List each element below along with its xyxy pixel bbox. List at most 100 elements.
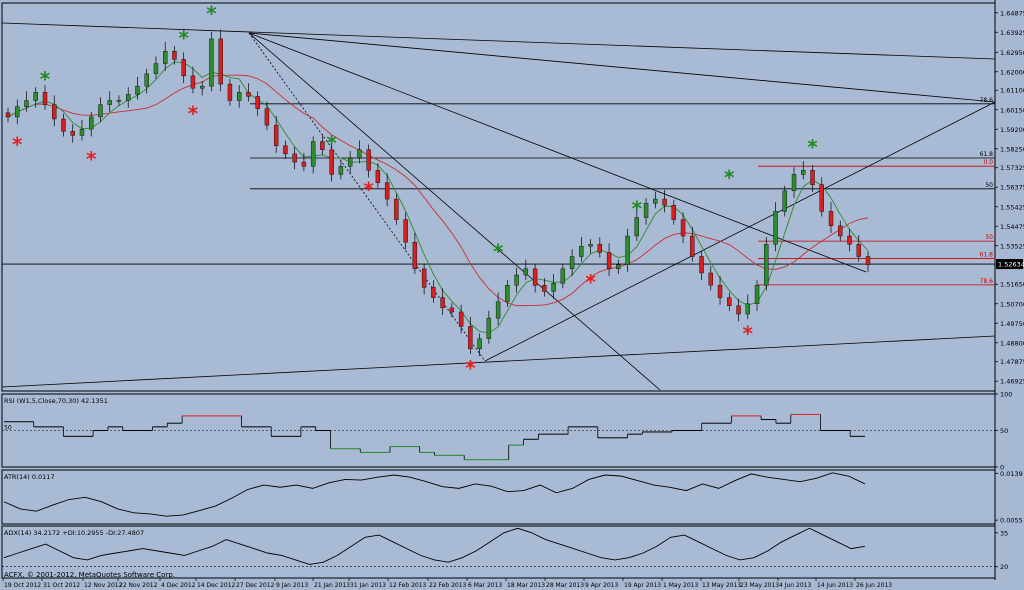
candle-body — [477, 338, 482, 350]
candle-body — [366, 149, 371, 171]
swing-high-marker: * — [178, 26, 189, 50]
candle-body — [745, 303, 750, 315]
candle-body — [671, 205, 677, 220]
candle — [246, 83, 251, 102]
candle — [227, 78, 233, 106]
candle-body — [727, 297, 732, 307]
time-tick-label: 27 Dec 2012 — [236, 582, 275, 589]
candle-body — [135, 85, 140, 95]
candle — [505, 280, 510, 307]
price-tick-label: 1.63925 — [1000, 29, 1024, 37]
candle — [218, 29, 223, 92]
indicator-line — [3, 472, 866, 517]
candle — [819, 177, 824, 217]
fast-moving-average — [7, 61, 869, 334]
candle — [671, 200, 677, 225]
candle — [116, 95, 122, 106]
fib-label: 78.6 — [980, 97, 994, 104]
trend-line — [1, 22, 996, 60]
candle — [310, 136, 316, 174]
indicator-tick-label: 0.0055 — [1000, 517, 1023, 525]
candle-body — [264, 108, 270, 126]
candle-body — [449, 307, 455, 313]
candle — [532, 263, 538, 293]
candle-body — [70, 131, 75, 136]
indicator-tick-label: 20 — [1000, 563, 1008, 571]
candle — [468, 317, 473, 355]
time-tick-label: 14 Jun 2013 — [817, 582, 853, 589]
candle — [773, 202, 778, 252]
candle — [153, 56, 159, 79]
fib-label: 61.8 — [980, 252, 994, 259]
candle — [24, 91, 29, 112]
time-tick-label: 9 Jan 2013 — [276, 582, 308, 589]
indicator-tick-label: 50 — [1000, 427, 1008, 435]
candle — [144, 68, 149, 94]
time-tick-label: 9 Apr 2013 — [585, 582, 618, 589]
candle — [52, 95, 57, 127]
candle — [791, 167, 797, 199]
candle-body — [505, 285, 510, 302]
candle — [384, 173, 390, 207]
trend-line — [1, 335, 996, 388]
candle — [301, 152, 307, 172]
candle — [754, 280, 760, 311]
candle — [560, 263, 566, 289]
time-tick-label: 19 Apr 2013 — [624, 582, 661, 589]
candle — [606, 243, 612, 277]
price-tick-label: 1.57325 — [1000, 164, 1024, 172]
candle-body — [865, 256, 871, 265]
candle — [653, 191, 658, 209]
indicator-tick-label: 0.0139 — [1000, 470, 1023, 478]
candle — [690, 226, 695, 262]
candle — [190, 66, 196, 94]
time-tick-label: 31 Jan 2013 — [350, 582, 386, 589]
indicator-label: ADX(14) 34.2172 +DI:10.2955 -DI:27.4807 — [4, 529, 144, 537]
candle — [579, 237, 584, 262]
candle — [514, 267, 519, 293]
candle-body — [616, 264, 621, 270]
candle-body — [98, 104, 103, 118]
candle — [255, 91, 260, 116]
candle — [662, 189, 667, 213]
candle-body — [773, 211, 778, 245]
price-tick-label: 1.55425 — [1000, 203, 1024, 211]
candle — [431, 280, 436, 303]
candle-body — [283, 145, 288, 155]
price-tick-label: 1.49750 — [1000, 320, 1024, 328]
time-tick-label: 26 Jun 2013 — [856, 582, 892, 589]
candle-body — [144, 73, 149, 87]
time-tick-label: 4 Jun 2013 — [779, 582, 811, 589]
swing-low-marker: * — [363, 178, 374, 202]
candle-body — [819, 184, 824, 212]
swing-low-marker: * — [465, 356, 476, 380]
candle — [643, 198, 649, 225]
candle-body — [560, 268, 566, 284]
candle-body — [384, 182, 390, 200]
price-tick-label: 1.53525 — [1000, 242, 1024, 250]
price-tick-label: 1.50700 — [1000, 300, 1024, 308]
candle — [764, 237, 769, 291]
candle — [727, 292, 732, 311]
current-price-label: 1.52634 — [998, 261, 1024, 269]
candle — [486, 310, 492, 344]
candle-body — [514, 274, 519, 286]
swing-high-marker: * — [40, 67, 51, 91]
time-tick-label: 23 May 2013 — [740, 582, 779, 589]
candle — [597, 237, 603, 258]
swing-high-marker: * — [206, 2, 217, 26]
candle-body — [542, 285, 547, 292]
candle-body — [236, 92, 242, 101]
candle — [680, 212, 686, 244]
candle-body — [431, 287, 436, 298]
trend-line — [248, 32, 661, 391]
candle-body — [357, 149, 362, 159]
candle — [79, 120, 85, 141]
indicator-line — [3, 527, 866, 565]
swing-high-marker: * — [632, 197, 643, 221]
candle-body — [579, 246, 584, 257]
candle — [856, 234, 861, 262]
candle — [440, 288, 445, 316]
